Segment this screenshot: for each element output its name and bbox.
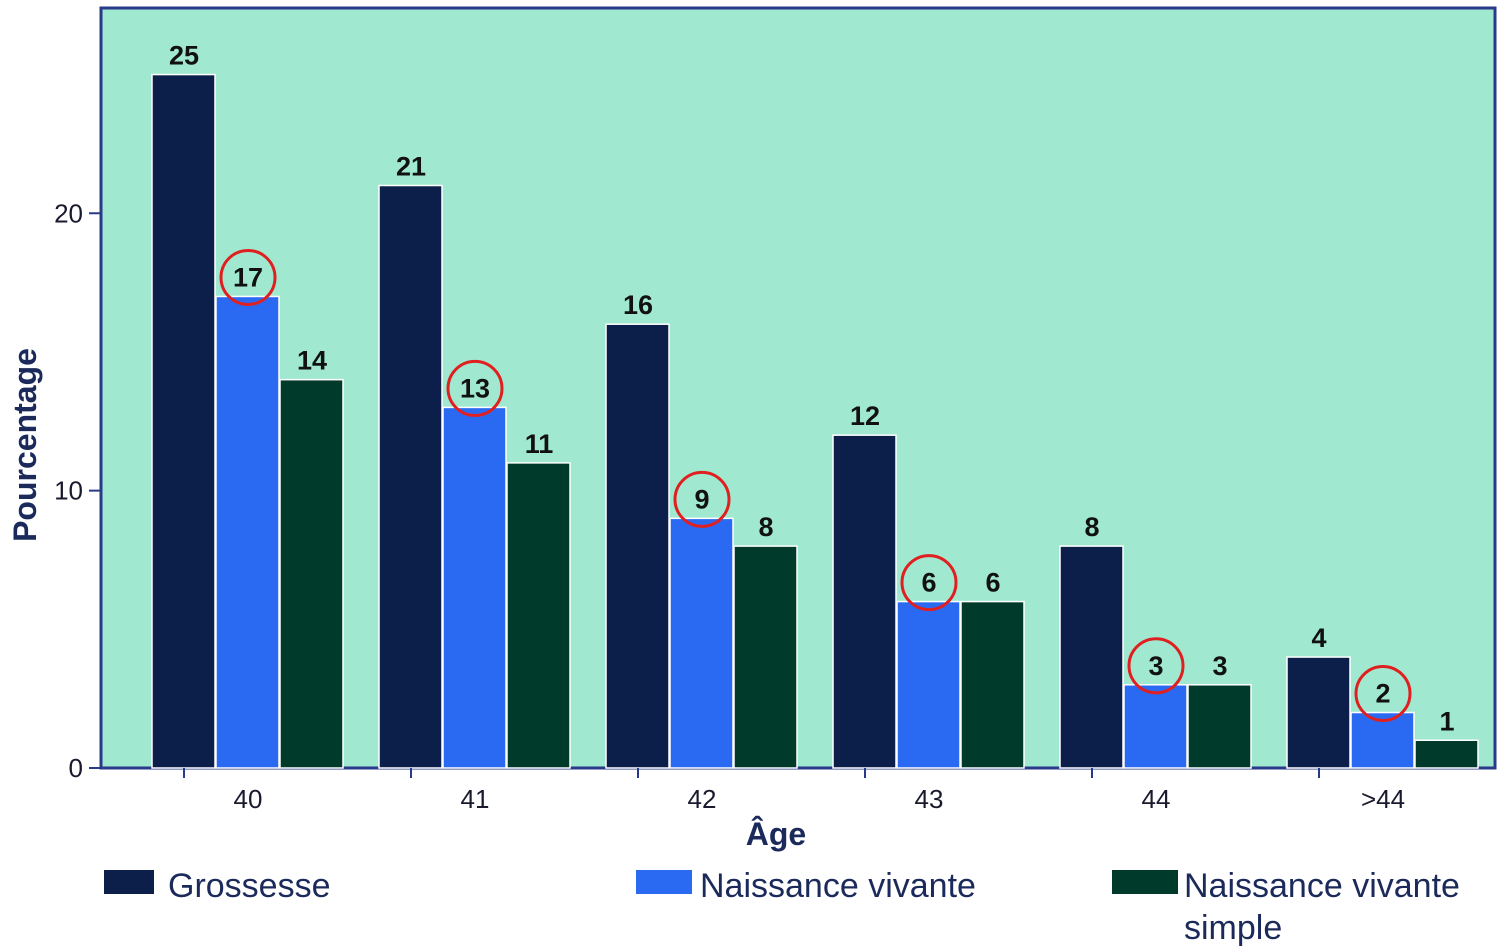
data-label-naissance-vivante-40: 17 bbox=[233, 262, 263, 292]
y-tick-label-10: 10 bbox=[54, 476, 83, 506]
data-label-grossesse-44: 8 bbox=[1084, 512, 1099, 542]
bar-grossesse-44 bbox=[1059, 545, 1124, 769]
x-tick-label-41: 41 bbox=[461, 784, 490, 814]
legend-label-naissance-vivante: Naissance vivante bbox=[700, 867, 976, 905]
bar-naissance-vivante-simple-43 bbox=[960, 600, 1025, 769]
bar-grossesse-42 bbox=[605, 323, 670, 769]
highlight-circle-44 bbox=[1127, 637, 1185, 695]
data-label-naissance-vivante-simple-44: 3 bbox=[1212, 651, 1227, 681]
highlight-circle-43 bbox=[900, 554, 958, 612]
y-tick-label-0: 0 bbox=[69, 753, 83, 783]
bar-grossesse-40 bbox=[151, 73, 216, 769]
legend-swatch-naissance-vivante-simple bbox=[1112, 870, 1178, 894]
bar-naissance-vivante-42 bbox=[669, 517, 734, 769]
bar-naissance-vivante-simple-42 bbox=[733, 545, 798, 769]
legend-item-naissance-vivante: Naissance vivante bbox=[636, 867, 976, 905]
data-label-naissance-vivante-simple-43: 6 bbox=[985, 568, 1000, 598]
x-tick-label-40: 40 bbox=[234, 784, 263, 814]
y-axis-title: Pourcentage bbox=[7, 348, 43, 542]
data-label-naissance-vivante-simple-41: 11 bbox=[525, 429, 554, 459]
bar-grossesse-43 bbox=[832, 434, 897, 769]
x-tick-label-43: 43 bbox=[915, 784, 944, 814]
data-label-grossesse-40: 25 bbox=[169, 41, 199, 71]
bars-layer bbox=[151, 73, 1479, 769]
bar-naissance-vivante-simple-40 bbox=[279, 378, 344, 769]
legend-swatch-grossesse bbox=[104, 870, 154, 894]
data-label-grossesse-42: 16 bbox=[623, 290, 653, 320]
data-label-naissance-vivante-43: 6 bbox=[921, 568, 936, 598]
x-tick-label-42: 42 bbox=[688, 784, 717, 814]
highlight-circle-40 bbox=[219, 248, 277, 306]
data-label-naissance-vivante-44: 2 bbox=[1375, 679, 1390, 709]
data-label-grossesse-41: 21 bbox=[396, 152, 426, 182]
data-label-naissance-vivante-42: 9 bbox=[694, 484, 709, 514]
x-axis-title: Âge bbox=[746, 816, 806, 852]
bar-grossesse-41 bbox=[378, 184, 443, 769]
bar-naissance-vivante-simple-44 bbox=[1187, 684, 1252, 769]
data-label-naissance-vivante-simple-42: 8 bbox=[758, 512, 773, 542]
legend-item-naissance-vivante-simple: Naissance vivante simple bbox=[1112, 867, 1460, 947]
bar-grossesse-44 bbox=[1286, 656, 1351, 769]
legend-item-grossesse: Grossesse bbox=[104, 867, 331, 905]
bar-naissance-vivante-43 bbox=[896, 600, 961, 769]
data-label-naissance-vivante-simple-44: 1 bbox=[1439, 706, 1454, 736]
legend-swatch-naissance-vivante bbox=[636, 870, 692, 894]
x-tick-label-44: 44 bbox=[1142, 784, 1171, 814]
data-label-grossesse-44: 4 bbox=[1311, 623, 1326, 653]
bar-naissance-vivante-41 bbox=[442, 406, 507, 769]
legend-label-grossesse: Grossesse bbox=[168, 867, 331, 905]
legend: Grossesse Naissance vivante Naissance vi… bbox=[104, 867, 1460, 947]
bar-naissance-vivante-simple-44 bbox=[1414, 739, 1479, 769]
data-label-grossesse-43: 12 bbox=[850, 401, 880, 431]
bar-naissance-vivante-44 bbox=[1123, 684, 1188, 769]
data-label-naissance-vivante-41: 13 bbox=[460, 373, 490, 403]
highlight-circle-42 bbox=[673, 470, 731, 528]
legend-label-naissance-vivante-simple: Naissance vivante simple bbox=[1184, 867, 1460, 947]
highlight-circle-41 bbox=[446, 359, 504, 417]
highlight-circle-44 bbox=[1354, 665, 1412, 723]
data-label-naissance-vivante-44: 3 bbox=[1148, 651, 1163, 681]
bar-naissance-vivante-40 bbox=[215, 295, 280, 769]
data-label-naissance-vivante-simple-40: 14 bbox=[297, 346, 327, 376]
x-tick-label-44: >44 bbox=[1361, 784, 1405, 814]
bar-naissance-vivante-simple-41 bbox=[506, 462, 571, 769]
y-tick-label-20: 20 bbox=[54, 198, 83, 228]
y-axis: 0 10 20 bbox=[54, 198, 101, 783]
x-axis: 40 41 42 43 44 >44 bbox=[183, 768, 1405, 814]
